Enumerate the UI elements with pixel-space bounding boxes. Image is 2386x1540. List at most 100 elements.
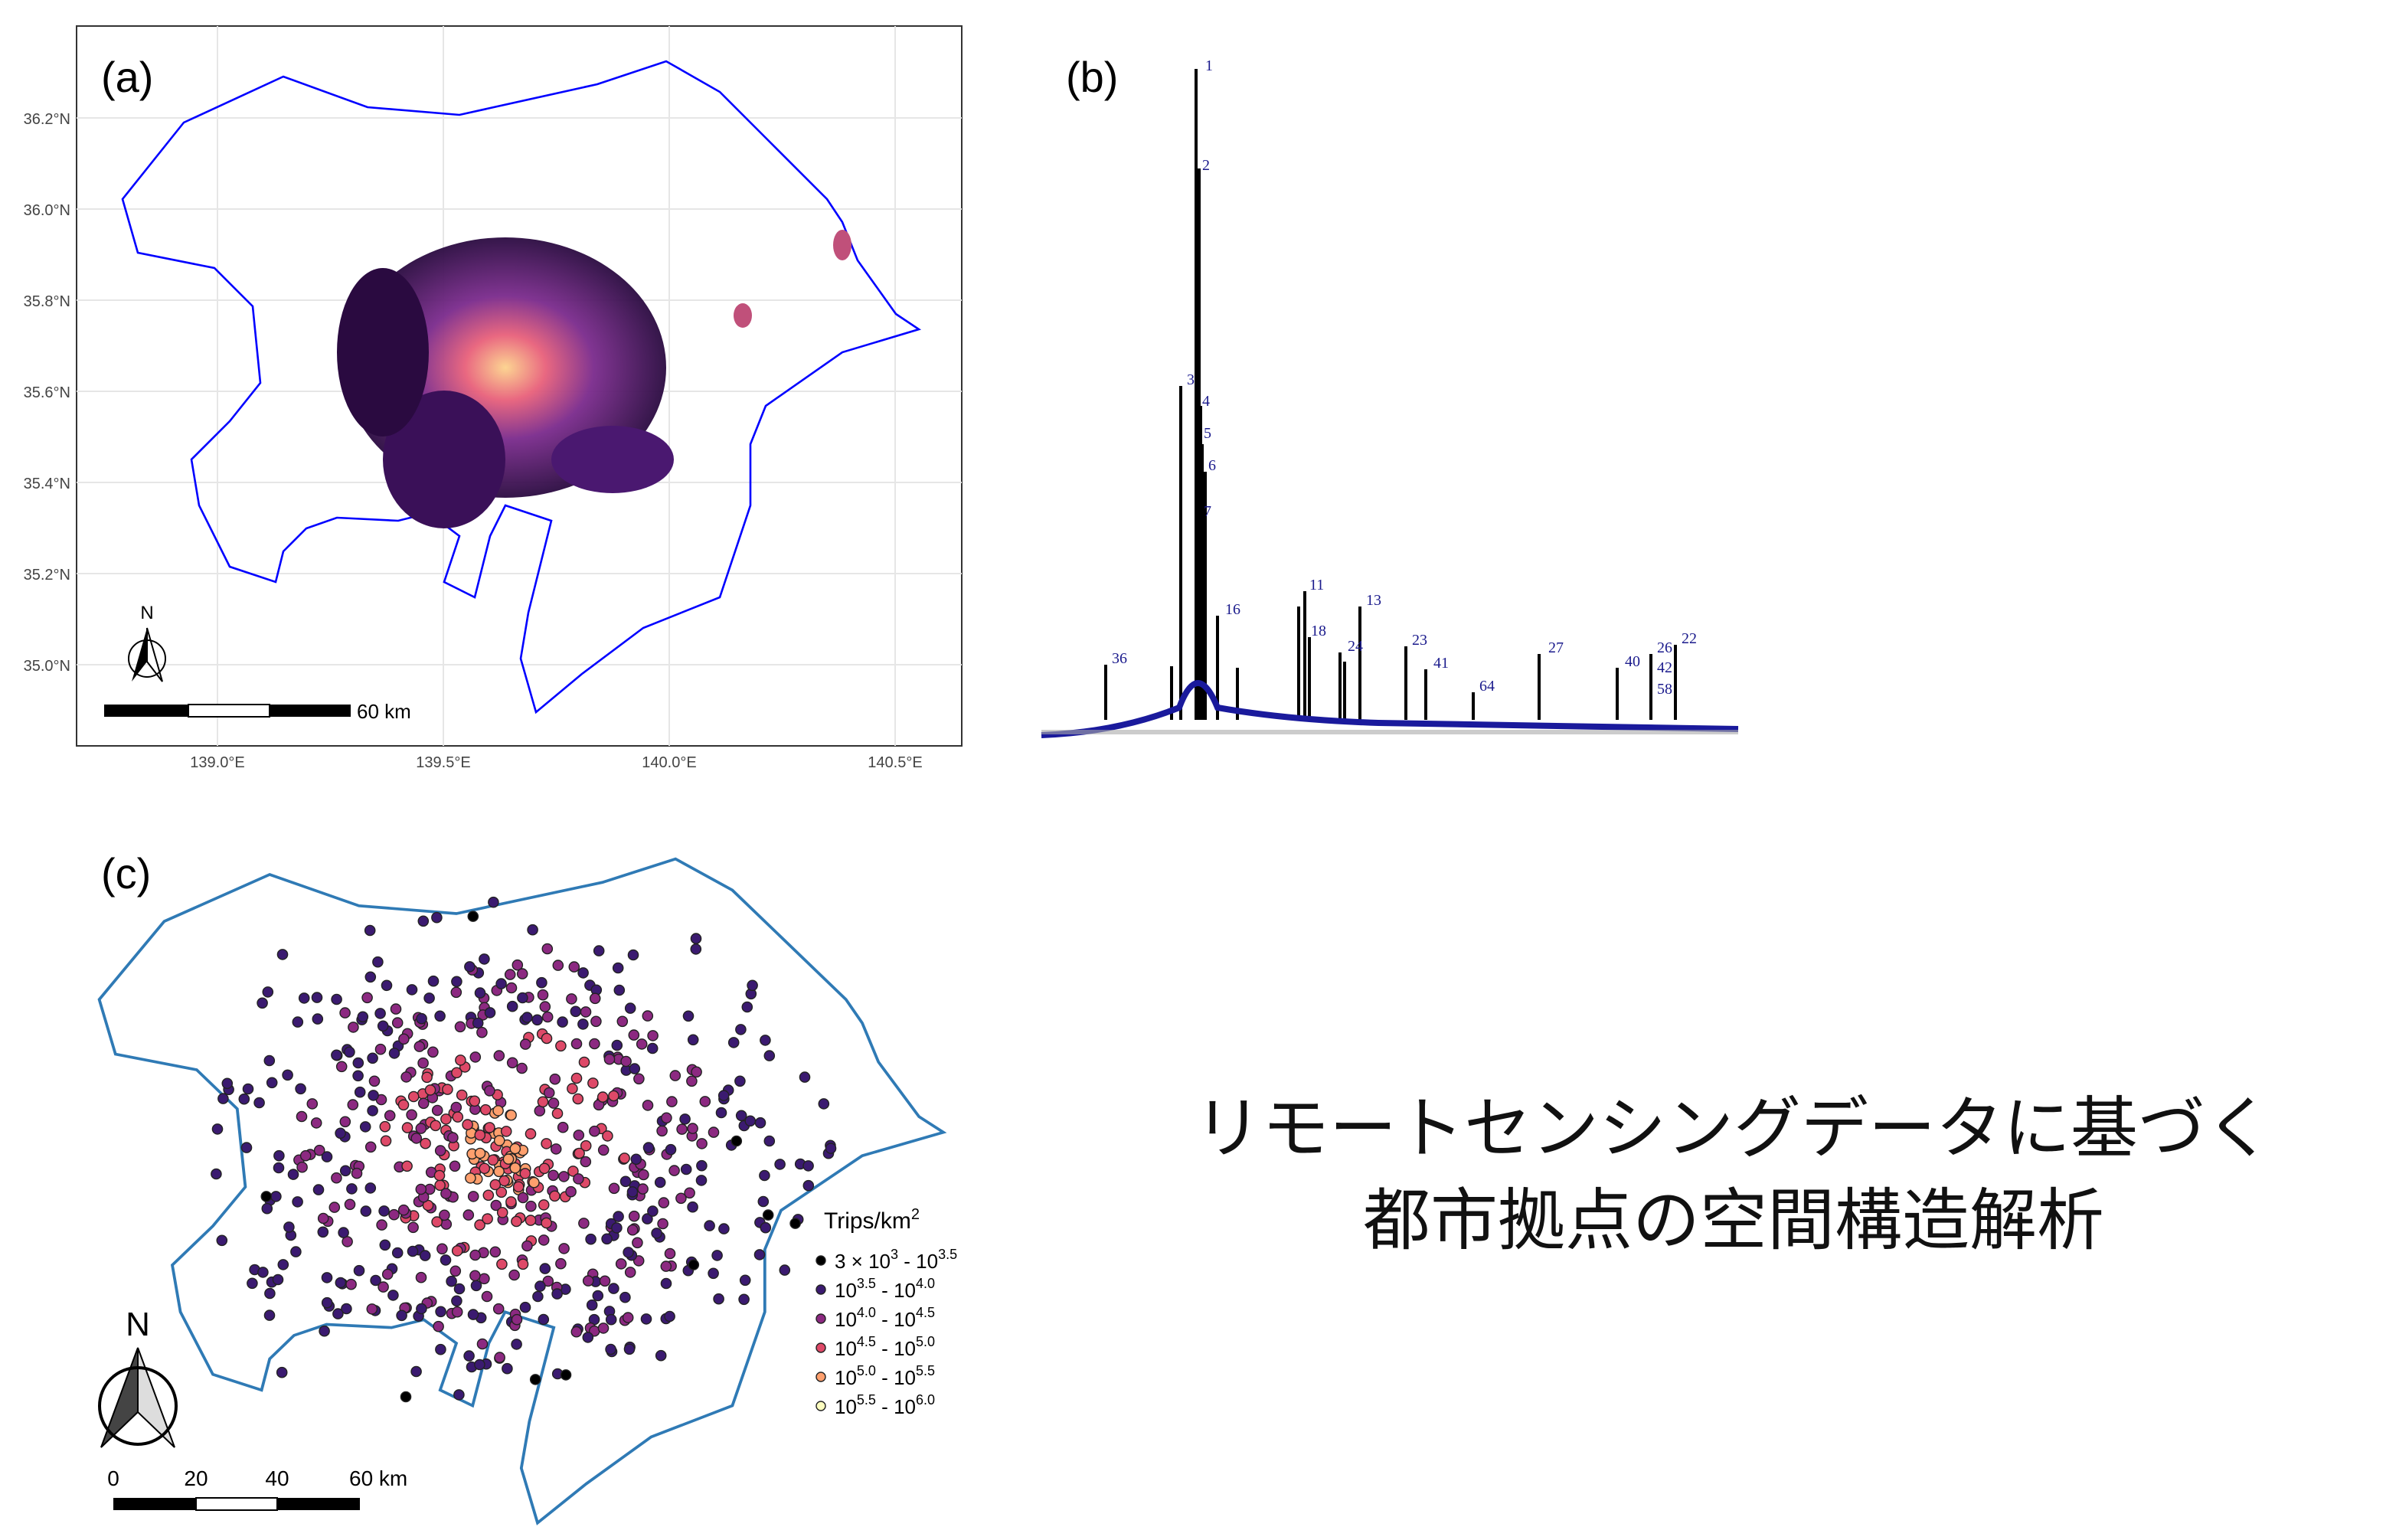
legend-from: 10 <box>835 1366 857 1389</box>
site-dot <box>774 1159 786 1170</box>
site-dot <box>266 1077 278 1089</box>
site-dot <box>312 1184 325 1195</box>
site-dot <box>440 1218 453 1230</box>
legend-entry: 105.5 - 106.0 <box>835 1392 935 1418</box>
site-dot <box>434 1145 446 1156</box>
site-dot <box>565 1185 577 1198</box>
site-dot <box>465 1172 476 1184</box>
site-dot <box>675 1192 687 1205</box>
site-dot <box>557 1121 569 1133</box>
site-dot <box>603 1053 616 1065</box>
site-dot <box>632 1237 643 1249</box>
site-dot <box>390 1003 402 1015</box>
site-dot <box>619 1291 631 1303</box>
site-dot <box>676 1123 688 1135</box>
legend-entry: 105.0 - 105.5 <box>835 1363 935 1389</box>
site-dot <box>361 992 373 1004</box>
site-dot <box>474 1359 485 1371</box>
site-dot <box>802 1160 814 1172</box>
legend-from: 3 × 10 <box>835 1250 891 1273</box>
site-dot <box>339 1116 351 1128</box>
leaf-label: 42 <box>1657 659 1672 676</box>
site-dot <box>656 1125 668 1137</box>
site-dot <box>516 1062 528 1074</box>
legend-sep: - <box>876 1279 894 1302</box>
site-dot <box>391 1017 404 1028</box>
x-tick-label: 140.0°E <box>642 754 696 771</box>
site-dot <box>536 976 547 989</box>
site-dot <box>260 1191 273 1202</box>
urban-area <box>833 230 851 260</box>
site-dot <box>566 993 577 1005</box>
site-dot <box>415 1183 427 1195</box>
site-dot <box>757 1195 770 1208</box>
site-dot <box>439 1209 450 1221</box>
legend-from-sup: 5.5 <box>857 1392 876 1408</box>
leaf-label: 7 <box>1204 503 1211 520</box>
site-dot <box>560 1369 572 1381</box>
site-dot <box>436 1243 448 1255</box>
legend-swatch <box>815 1313 826 1324</box>
site-dot <box>463 1350 475 1362</box>
leaf-label: 1 <box>1205 57 1213 74</box>
site-dot <box>379 1239 391 1251</box>
site-dot <box>568 961 580 973</box>
site-dot <box>512 1181 525 1193</box>
site-dot <box>534 1280 546 1292</box>
site-dot <box>321 1296 333 1309</box>
site-dot <box>496 1207 508 1218</box>
site-dot <box>216 1234 228 1247</box>
site-dot <box>374 1008 386 1019</box>
site-dot <box>704 1220 715 1231</box>
north-arrow: N <box>128 603 166 682</box>
site-dot <box>374 1043 387 1055</box>
site-dot <box>217 1093 229 1104</box>
site-dot <box>433 1320 444 1332</box>
site-dot <box>344 1046 355 1058</box>
site-dot <box>521 1012 533 1023</box>
site-dot <box>440 1188 452 1199</box>
north-label: N <box>126 1306 150 1343</box>
site-dot <box>682 1010 695 1022</box>
legend-from-sup: 3.5 <box>857 1276 876 1291</box>
site-dot <box>370 1274 381 1287</box>
site-dot <box>317 1226 329 1238</box>
legend-from: 10 <box>835 1337 857 1360</box>
site-dot <box>321 1272 333 1283</box>
site-dot <box>476 1026 488 1038</box>
site-dot <box>372 956 384 968</box>
legend-to: 10 <box>894 1308 916 1331</box>
site-dot <box>347 1099 359 1110</box>
leaf-label: 24 <box>1348 638 1363 655</box>
legend-entry: 103.5 - 104.0 <box>835 1276 935 1302</box>
site-dot <box>538 1234 550 1246</box>
site-dot <box>306 1098 319 1110</box>
site-dot <box>277 1259 289 1270</box>
site-dot <box>417 1097 430 1110</box>
site-dot <box>601 1233 613 1245</box>
site-dot <box>739 1274 751 1287</box>
dendrogram <box>1104 69 1677 720</box>
site-dot <box>450 1101 462 1113</box>
site-dot <box>410 1365 422 1378</box>
site-dot <box>380 1135 392 1147</box>
site-dot <box>543 1087 555 1099</box>
site-dot <box>296 1161 308 1173</box>
site-dot <box>474 1129 486 1141</box>
panel-label: (b) <box>1066 53 1118 101</box>
site-dot <box>628 1029 640 1041</box>
site-dot <box>585 1233 596 1245</box>
site-dot <box>753 1249 766 1260</box>
site-dot <box>240 1142 253 1153</box>
site-dot <box>273 1149 285 1162</box>
site-dot <box>589 1038 600 1050</box>
site-dot <box>696 1159 708 1172</box>
site-dot <box>451 1306 463 1318</box>
site-dot <box>686 1075 698 1087</box>
site-dot <box>651 1228 662 1239</box>
site-dot <box>376 1219 387 1231</box>
site-dot <box>528 1176 540 1189</box>
site-dot <box>298 992 310 1004</box>
site-dot <box>469 1249 481 1261</box>
site-dot <box>602 1130 613 1142</box>
